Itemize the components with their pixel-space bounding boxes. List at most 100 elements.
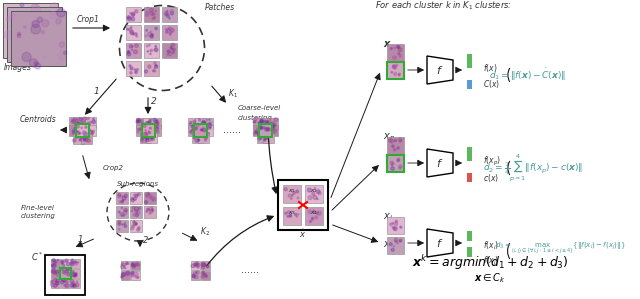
Circle shape [45,40,51,47]
Circle shape [82,131,86,134]
Text: $f$: $f$ [436,157,444,169]
Circle shape [146,133,148,136]
Circle shape [75,283,79,287]
Circle shape [257,132,260,135]
Circle shape [134,207,138,211]
Circle shape [130,67,133,70]
Circle shape [390,161,394,164]
Circle shape [266,121,269,124]
Circle shape [81,121,82,122]
Circle shape [145,121,149,125]
Circle shape [55,261,57,263]
Circle shape [121,276,123,278]
Circle shape [156,127,157,129]
Circle shape [192,129,193,130]
Circle shape [253,120,256,123]
Circle shape [146,195,148,197]
Circle shape [193,274,195,276]
Bar [202,124,212,135]
Bar [125,25,141,39]
Circle shape [43,40,52,49]
Circle shape [170,12,173,15]
Circle shape [44,56,45,58]
Circle shape [293,192,296,194]
Circle shape [167,50,170,53]
Circle shape [125,210,127,211]
Circle shape [58,260,59,261]
Circle shape [134,276,136,277]
Circle shape [394,238,397,242]
Circle shape [134,10,138,13]
Circle shape [390,223,392,225]
Circle shape [61,269,63,271]
Circle shape [9,15,14,20]
Circle shape [136,196,137,197]
Circle shape [392,163,394,165]
Circle shape [127,16,129,19]
Circle shape [80,135,83,139]
Bar [141,123,154,137]
Circle shape [10,13,15,19]
Text: $d_2=\frac{1}{4}\sum_{p=1}^{4}\|f(\boldsymbol{x_p})-c(\boldsymbol{x})\|$: $d_2=\frac{1}{4}\sum_{p=1}^{4}\|f(\bolds… [483,152,583,183]
Circle shape [296,190,299,193]
Circle shape [210,127,211,128]
Circle shape [146,11,148,14]
Circle shape [120,213,123,216]
Circle shape [149,127,152,129]
Circle shape [315,216,317,219]
Circle shape [122,263,124,265]
Bar [253,124,264,135]
Circle shape [202,124,204,126]
Circle shape [155,127,159,131]
Circle shape [195,276,198,279]
Circle shape [64,284,66,286]
Circle shape [35,12,40,18]
Circle shape [397,46,400,48]
Circle shape [30,54,39,63]
Polygon shape [427,229,453,257]
Circle shape [131,227,134,230]
Circle shape [143,132,147,136]
Bar [70,269,79,277]
Circle shape [149,130,153,134]
Circle shape [138,128,140,131]
Circle shape [129,45,132,48]
Circle shape [173,48,175,51]
Circle shape [171,48,173,50]
Circle shape [124,224,125,225]
Circle shape [291,198,292,199]
Circle shape [197,266,199,268]
Circle shape [296,216,298,217]
Circle shape [165,13,168,16]
Circle shape [154,70,156,72]
Circle shape [20,3,24,7]
Circle shape [260,121,262,123]
Circle shape [89,121,92,123]
Circle shape [122,273,125,276]
Bar [266,124,278,135]
Circle shape [391,248,394,251]
Circle shape [204,139,207,141]
Circle shape [66,274,68,276]
Circle shape [394,228,396,229]
Text: $d_3=\underset{(i,j)\in\{\forall i,j:\,1\leq i<j\leq 4\}}{\max}\{\|f(\boldsymbol: $d_3=\underset{(i,j)\in\{\forall i,j:\,1… [495,240,626,256]
Polygon shape [427,149,453,177]
Circle shape [134,44,138,48]
Circle shape [155,10,156,12]
Circle shape [288,194,291,197]
Circle shape [55,281,59,285]
Circle shape [202,121,205,125]
Circle shape [259,123,260,124]
Circle shape [148,121,151,123]
Circle shape [208,124,212,128]
Circle shape [266,121,268,123]
Circle shape [273,123,276,126]
Bar [161,7,177,22]
Circle shape [399,165,402,168]
Circle shape [72,282,75,285]
Bar [467,80,472,89]
Circle shape [292,194,293,195]
Text: $x_1$: $x_1$ [288,187,296,195]
Text: $\boldsymbol{x_i}$: $\boldsymbol{x_i}$ [383,211,393,223]
Circle shape [209,119,210,120]
